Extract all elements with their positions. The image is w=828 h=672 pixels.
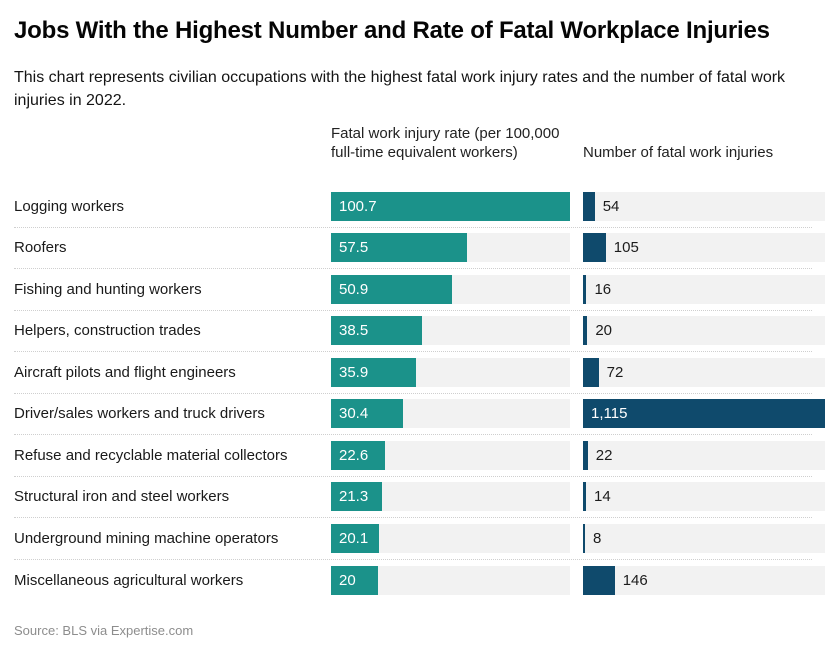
rate-bar-track: 21.3: [331, 482, 570, 512]
rate-value: 21.3: [339, 488, 369, 506]
count-bar-track: 146: [583, 565, 825, 595]
rate-bar-track: 50.9: [331, 274, 570, 304]
rate-value: 100.7: [339, 197, 377, 215]
occupation-label: Helpers, construction trades: [14, 322, 201, 340]
count-bar: [583, 440, 588, 470]
chart-row: Structural iron and steel workers 21.3 1…: [14, 477, 825, 518]
chart-row: Helpers, construction trades 38.5 20: [14, 311, 825, 352]
occupation-label: Roofers: [14, 239, 67, 257]
chart-row: Logging workers 100.7 54: [14, 186, 825, 228]
rate-bar-track: 38.5: [331, 316, 570, 346]
occupation-label: Driver/sales workers and truck drivers: [14, 405, 265, 423]
rate-value: 35.9: [339, 363, 369, 381]
occupation-label: Fishing and hunting workers: [14, 280, 202, 298]
count-bar-track: 22: [583, 440, 825, 470]
count-bar-track: 72: [583, 357, 825, 387]
count-bar-track: 105: [583, 233, 825, 263]
count-bar-track: 14: [583, 482, 825, 512]
count-bar: 1,115: [583, 399, 825, 429]
count-bar-track: 8: [583, 523, 825, 553]
occupation-label: Structural iron and steel workers: [14, 488, 230, 506]
count-value: 8: [593, 529, 602, 547]
occupation-label: Underground mining machine operators: [14, 529, 279, 547]
rate-bar: 100.7: [331, 191, 570, 221]
rate-bar: 20: [331, 565, 379, 595]
count-bar-track: 20: [583, 316, 825, 346]
count-value: 14: [594, 488, 611, 506]
rate-bar: 21.3: [331, 482, 382, 512]
count-column-header: Number of fatal work injuries: [583, 144, 774, 161]
source-note: Source: BLS via Expertise.com: [14, 623, 194, 638]
count-value: 1,115: [591, 405, 628, 423]
chart-row: Fishing and hunting workers 50.9 16: [14, 269, 825, 311]
count-value: 72: [606, 363, 624, 381]
rate-value: 22.6: [339, 446, 369, 464]
rate-bar: 30.4: [331, 399, 404, 429]
occupation-label: Miscellaneous agricultural workers: [14, 571, 244, 589]
count-bar: [583, 482, 587, 512]
rate-bar: 20.1: [331, 523, 379, 553]
count-value: 16: [594, 280, 612, 298]
rate-bar-track: 20: [331, 565, 570, 595]
count-bar: [583, 316, 588, 346]
rate-bar-track: 30.4: [331, 399, 570, 429]
count-bar-track: 16: [583, 274, 825, 304]
rate-value: 20.1: [339, 529, 369, 547]
rate-column-header: Fatal work injury rate (per 100,000 full…: [331, 125, 560, 161]
count-bar: [583, 565, 615, 595]
count-value: 105: [613, 239, 639, 257]
rate-bar: 22.6: [331, 440, 385, 470]
rate-bar-track: 22.6: [331, 440, 570, 470]
count-bar: [583, 357, 599, 387]
rate-value: 57.5: [339, 239, 369, 257]
rate-bar-track: 100.7: [331, 191, 570, 221]
rate-value: 38.5: [339, 322, 369, 340]
rate-bar-track: 35.9: [331, 357, 570, 387]
page-title: Jobs With the Highest Number and Rate of…: [14, 17, 770, 44]
rate-value: 20: [339, 571, 356, 589]
rate-value: 30.4: [339, 405, 369, 423]
count-value: 22: [595, 446, 613, 464]
count-bar: [583, 523, 585, 553]
chart-rows: Logging workers 100.7 54 Roofers 57.5 10…: [14, 186, 825, 602]
count-bar-track: 1,115: [583, 399, 825, 429]
chart-subtitle: This chart represents civilian occupatio…: [14, 69, 786, 109]
count-value: 20: [595, 322, 613, 340]
count-bar: [583, 191, 595, 221]
column-headers: Fatal work injury rate (per 100,000 full…: [14, 124, 812, 181]
chart-row: Driver/sales workers and truck drivers 3…: [14, 394, 825, 435]
occupation-label: Aircraft pilots and flight engineers: [14, 363, 236, 381]
rate-value: 50.9: [339, 280, 369, 298]
rate-bar: 35.9: [331, 357, 417, 387]
chart-row: Refuse and recyclable material collector…: [14, 435, 825, 477]
count-bar: [583, 233, 606, 263]
rate-bar-track: 20.1: [331, 523, 570, 553]
count-value: 54: [602, 197, 620, 215]
rate-bar: 50.9: [331, 274, 452, 304]
chart-row: Aircraft pilots and flight engineers 35.…: [14, 352, 825, 394]
rate-bar: 38.5: [331, 316, 423, 346]
count-bar-track: 54: [583, 191, 825, 221]
chart-row: Underground mining machine operators 20.…: [14, 518, 825, 560]
chart-row: Roofers 57.5 105: [14, 228, 825, 269]
occupation-label: Logging workers: [14, 197, 125, 215]
count-bar: [583, 274, 587, 304]
rate-bar: 57.5: [331, 233, 468, 263]
occupation-label: Refuse and recyclable material collector…: [14, 446, 288, 464]
rate-bar-track: 57.5: [331, 233, 570, 263]
chart-row: Miscellaneous agricultural workers 20 14…: [14, 560, 825, 602]
count-value: 146: [622, 571, 648, 589]
